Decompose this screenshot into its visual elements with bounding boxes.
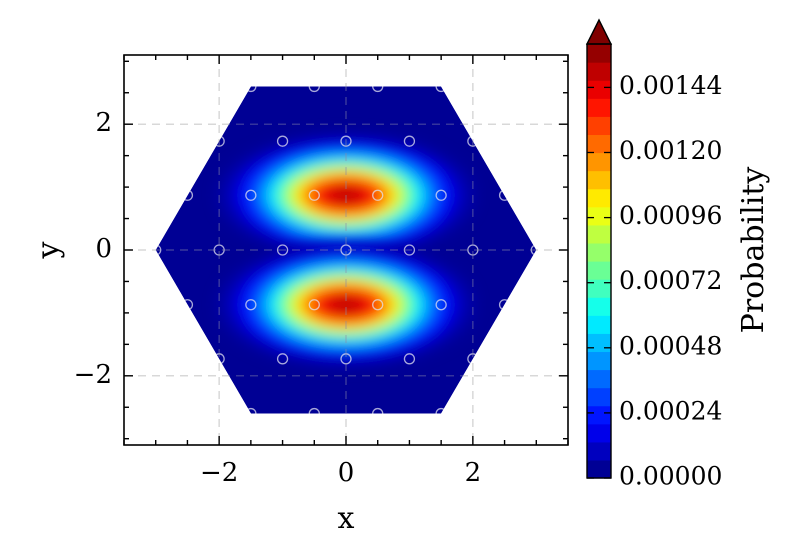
lattice-point	[435, 189, 447, 201]
colorbar-segment	[587, 387, 611, 407]
lattice-point	[245, 86, 257, 93]
lattice-point	[245, 189, 257, 201]
colorbar-segment	[587, 279, 611, 298]
colorbar-segment	[587, 116, 611, 136]
colorbar-segment	[587, 423, 611, 443]
colorbar-tick-label: 0.00048	[619, 331, 722, 360]
x-tick-label: 2	[465, 458, 482, 488]
colorbar-tick-label: 0.00000	[619, 462, 722, 491]
axis-ticks	[123, 55, 569, 445]
colorbar-segment	[587, 459, 611, 479]
contour-level	[339, 301, 353, 308]
x-tick-label: 0	[338, 458, 355, 488]
lattice-point	[435, 407, 447, 414]
colorbar-tick-label: 0.00072	[619, 266, 722, 295]
lattice-point	[435, 299, 447, 311]
colorbar-segment	[587, 441, 611, 461]
colorbar-segment	[587, 206, 611, 226]
colorbar-label: Probability	[736, 167, 771, 334]
colorbar-tick-label: 0.00096	[619, 201, 722, 230]
lattice-point	[308, 407, 320, 414]
lattice-point	[245, 407, 257, 414]
lattice-point	[276, 135, 289, 147]
lattice-point	[372, 86, 384, 93]
y-tick-label: 0	[95, 234, 112, 264]
colorbar-segment	[587, 152, 611, 172]
colorbar-segment	[587, 98, 611, 117]
colorbar-segment	[587, 369, 611, 389]
lattice-point	[435, 86, 447, 93]
colorbar-segment	[587, 405, 611, 425]
colorbar-tick-label: 0.00120	[619, 136, 722, 165]
colorbar-segment	[587, 242, 611, 262]
lattice-point	[245, 299, 257, 311]
x-axis-label: x	[338, 501, 355, 536]
colorbar-segment	[587, 261, 611, 280]
lattice-point	[372, 407, 384, 414]
colorbar-ticks: 0.00000 0.00024 0.00048 0.00072 0.00096 0.001…	[587, 71, 722, 491]
colorbar-segment	[587, 315, 611, 334]
axis-tick-labels: −2 0 2 −2 0 2	[74, 108, 481, 488]
lattice-point	[403, 353, 416, 365]
y-tick-label: 2	[95, 108, 112, 138]
lattice-point	[403, 135, 416, 147]
colorbar-segment	[587, 80, 611, 99]
lattice-point	[276, 353, 289, 365]
x-tick-label: −2	[200, 458, 238, 488]
lattice-point	[276, 244, 289, 256]
lattice-point	[308, 86, 320, 93]
colorbar-frame	[586, 43, 612, 479]
colorbar-segment	[587, 297, 611, 316]
colorbar-tick-label: 0.00144	[619, 71, 722, 100]
colorbar-segment	[587, 351, 611, 371]
colorbar-segment	[587, 224, 611, 244]
colorbar-segment	[587, 44, 611, 63]
y-axis-label: y	[31, 241, 66, 259]
colorbar-segment	[587, 134, 611, 154]
colorbar-extend-max	[585, 18, 613, 45]
colorbar-segment	[587, 170, 611, 190]
lattice-point	[308, 299, 320, 311]
colorbar	[585, 18, 613, 479]
colorbar-tick-label: 0.00024	[619, 396, 722, 425]
lattice-point	[372, 189, 384, 201]
colorbar-segment	[587, 188, 611, 208]
colorbar-segment	[587, 62, 611, 81]
colorbar-segment	[587, 333, 611, 353]
peak-2	[217, 242, 475, 367]
y-tick-label: −2	[74, 360, 112, 390]
lattice-point	[372, 299, 384, 311]
lattice-point	[308, 189, 320, 201]
